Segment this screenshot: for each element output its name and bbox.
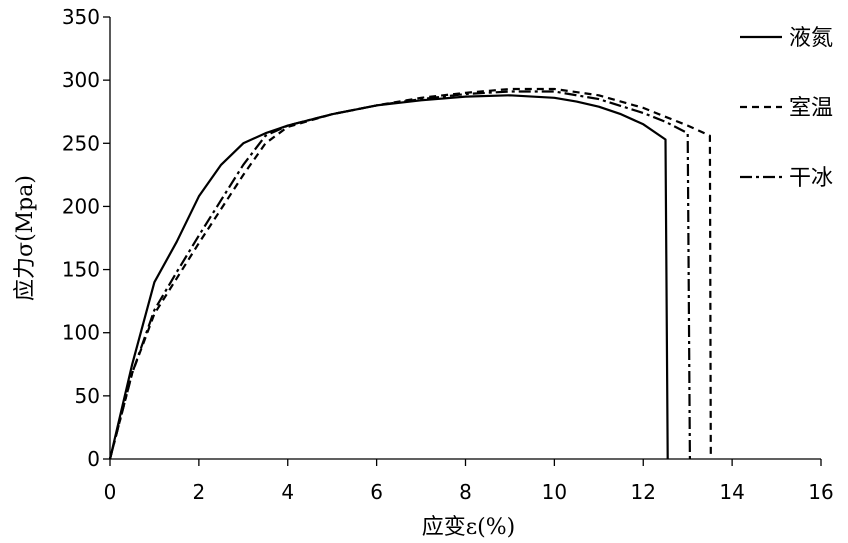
- y-tick-label: 250: [62, 131, 100, 155]
- legend-label-2: 室温: [789, 96, 833, 121]
- y-axis-title: 应力σ(Mpa): [13, 175, 38, 301]
- legend-label-1: 液氮: [789, 26, 833, 51]
- y-tick-label: 100: [62, 321, 100, 345]
- series-line-3: [108, 90, 691, 460]
- x-tick-label: 8: [459, 480, 472, 504]
- x-tick-label: 14: [719, 480, 744, 504]
- y-tick-label: 0: [87, 447, 100, 471]
- x-tick-label: 12: [631, 480, 656, 504]
- x-tick-label: 4: [281, 480, 294, 504]
- y-tick-label: 350: [62, 5, 100, 29]
- x-tick-label: 10: [542, 480, 567, 504]
- axes: 0 2 4 6 8 10 12 14 16 0 50 100 150 200 250 300 350: [62, 5, 834, 504]
- y-tick-label: 300: [62, 68, 100, 92]
- y-tick-label: 50: [75, 384, 100, 408]
- x-tick-label: 16: [808, 480, 833, 504]
- legend-label-3: 干冰: [789, 166, 833, 191]
- x-tick-label: 6: [370, 480, 383, 504]
- series-layer: [108, 87, 712, 460]
- x-tick-label: 0: [104, 480, 117, 504]
- y-tick-label: 200: [62, 194, 100, 218]
- series-line-2: [108, 87, 712, 460]
- series-line-1: [108, 94, 669, 460]
- x-axis-title: 应变ε(%): [422, 515, 515, 540]
- y-tick-label: 150: [62, 258, 100, 282]
- x-tick-label: 2: [193, 480, 206, 504]
